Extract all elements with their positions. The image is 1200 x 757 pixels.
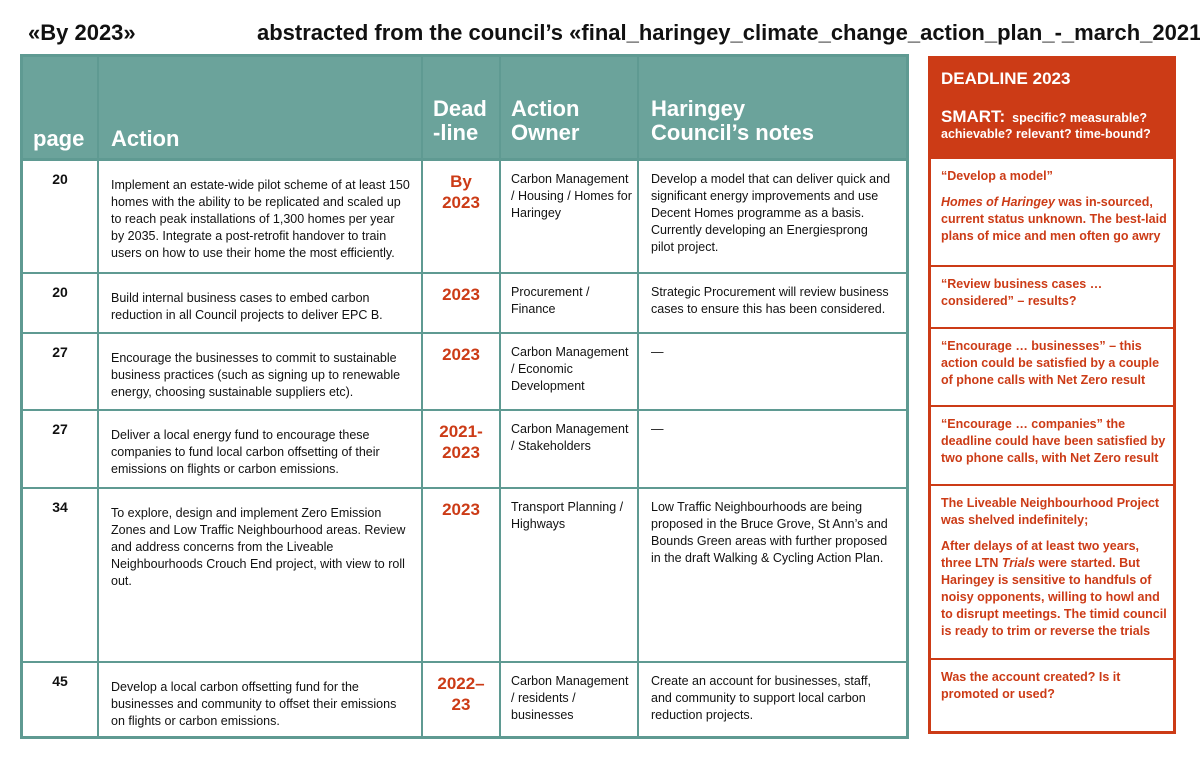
header-source-title: abstracted from the council’s «final_har…	[257, 20, 1200, 45]
row-notes: —	[651, 422, 664, 436]
row-notes: Strategic Procurement will review busine…	[651, 285, 889, 316]
table-row: 27 Deliver a local energy fund to encour…	[23, 411, 906, 489]
smart-criteria-text: specific? measurable? achievable? releva…	[941, 111, 1151, 141]
column-divider	[499, 57, 501, 736]
col-header-page: page	[33, 126, 85, 151]
smart-commentary-panel: DEADLINE 2023 SMART: specific? measurabl…	[928, 56, 1176, 734]
smart-comment: Was the account created? Is it promoted …	[941, 670, 1121, 701]
row-deadline: 2023	[442, 285, 480, 304]
smart-title: DEADLINE 2023	[941, 69, 1071, 88]
table-row: 45 Develop a local carbon offsetting fun…	[23, 663, 906, 736]
row-page: 27	[52, 421, 68, 437]
smart-comment: “Encourage … companies” the deadline cou…	[931, 407, 1173, 486]
row-owner: Carbon Management / residents / business…	[511, 674, 629, 722]
header-left-title: «By 2023»	[28, 20, 136, 45]
smart-criteria: SMART: specific? measurable? achievable?…	[941, 107, 1171, 142]
col-header-action: Action	[111, 126, 180, 151]
smart-comment: “Encourage … businesses” – this action c…	[931, 329, 1173, 407]
row-owner: Procurement / Finance	[511, 285, 590, 316]
table-row: 20 Implement an estate-wide pilot scheme…	[23, 161, 906, 274]
row-notes: —	[651, 345, 664, 359]
row-notes: Create an account for businesses, staff,…	[651, 674, 872, 722]
smart-comment: “Review business cases … considered” – r…	[931, 267, 1173, 329]
row-action: To explore, design and implement Zero Em…	[111, 506, 406, 588]
row-action: Encourage the businesses to commit to su…	[111, 351, 401, 399]
table-row: 34 To explore, design and implement Zero…	[23, 489, 906, 663]
column-divider	[421, 57, 423, 736]
row-deadline: By 2023	[442, 172, 480, 212]
row-deadline: 2023	[442, 345, 480, 364]
col-header-notes: Haringey Council’s notes	[651, 96, 814, 145]
row-page: 20	[52, 171, 68, 187]
row-page: 20	[52, 284, 68, 300]
column-divider	[637, 57, 639, 736]
row-deadline: 2022– 23	[437, 674, 485, 714]
action-table: page Action Dead -line Action Owner Hari…	[20, 54, 909, 739]
row-notes: Develop a model that can deliver quick a…	[651, 172, 891, 254]
col-header-owner: Action Owner	[511, 96, 580, 145]
row-deadline: 2021- 2023	[439, 422, 483, 462]
row-owner: Carbon Management / Stakeholders	[511, 422, 629, 453]
row-owner: Carbon Management / Economic Development	[511, 345, 629, 393]
row-notes: Low Traffic Neighbourhoods are being pro…	[651, 500, 888, 565]
smart-comment: “Develop a model” Homes of Haringey was …	[931, 159, 1173, 267]
row-action: Deliver a local energy fund to encourage…	[111, 428, 380, 476]
table-row: 27 Encourage the businesses to commit to…	[23, 334, 906, 411]
row-page: 45	[52, 673, 68, 689]
row-action: Implement an estate-wide pilot scheme of…	[111, 178, 410, 260]
row-page: 27	[52, 344, 68, 360]
table-row: 20 Build internal business cases to embe…	[23, 274, 906, 334]
table-header: page Action Dead -line Action Owner Hari…	[23, 57, 906, 161]
row-deadline: 2023	[442, 500, 480, 519]
row-owner: Carbon Management / Housing / Homes for …	[511, 172, 632, 220]
column-divider	[97, 57, 99, 736]
smart-comment: The Liveable Neighbourhood Project was s…	[931, 486, 1173, 660]
row-action: Develop a local carbon offsetting fund f…	[111, 680, 397, 728]
smart-header: DEADLINE 2023 SMART: specific? measurabl…	[931, 59, 1173, 159]
smart-label: SMART:	[941, 107, 1006, 126]
row-page: 34	[52, 499, 68, 515]
row-action: Build internal business cases to embed c…	[111, 291, 383, 322]
row-owner: Transport Planning / Highways	[511, 500, 624, 531]
col-header-deadline: Dead -line	[433, 96, 487, 145]
